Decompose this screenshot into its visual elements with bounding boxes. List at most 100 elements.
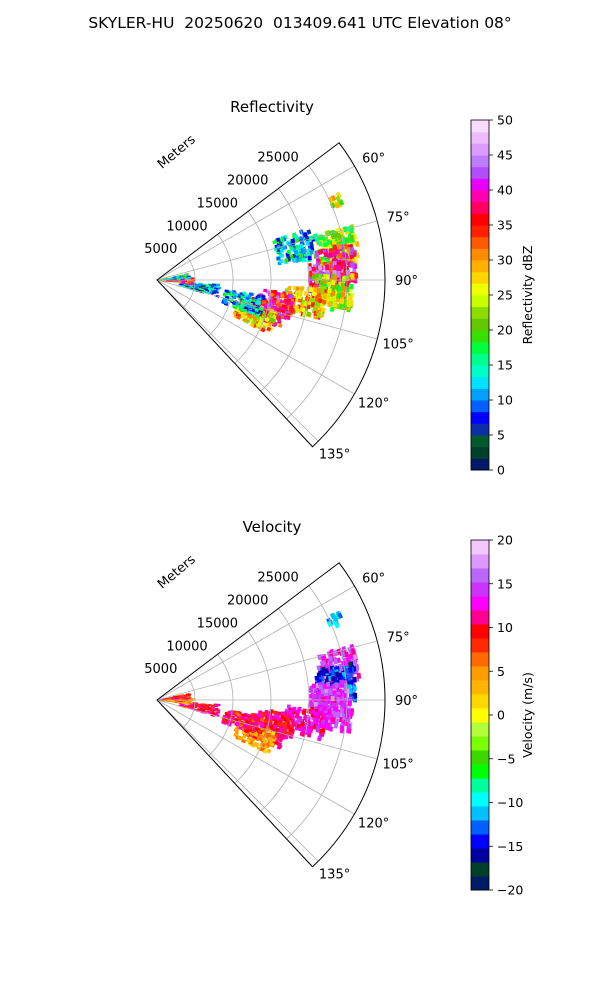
echo-cell: [330, 717, 336, 723]
echo-cell: [287, 285, 292, 291]
echo-cell: [293, 249, 299, 255]
echo-cell: [253, 717, 259, 721]
echo-cell: [180, 696, 185, 699]
echo-cell: [184, 702, 189, 705]
echo-cell: [324, 663, 330, 670]
panel-title: Reflectivity: [230, 98, 314, 116]
echo-cell: [322, 712, 327, 718]
echo-cell: [261, 300, 267, 305]
range-tick-label: 5000: [144, 662, 177, 677]
echo-cell: [302, 301, 308, 307]
radar-panel-velocity: 60° 75° 90° 105° 120° 135° 5000 10000 15000 20000…: [144, 518, 535, 898]
azimuth-tick-label: 90°: [395, 694, 418, 709]
echo-cell: [180, 694, 185, 696]
echo-cell: [216, 283, 221, 287]
echo-cell: [203, 706, 208, 709]
echo-cell: [300, 721, 305, 727]
echo-cell: [277, 323, 283, 328]
echo-cell: [249, 322, 255, 328]
echo-cell: [199, 706, 204, 709]
echo-cell: [225, 295, 230, 299]
colorbar-segment: [471, 446, 489, 459]
echo-cell: [196, 703, 201, 707]
echo-cell: [257, 713, 262, 718]
colorbar-tick-label: −10: [497, 795, 523, 810]
colorbar-tick-label: −20: [497, 883, 523, 898]
echo-cell: [214, 704, 219, 708]
echo-cell: [255, 316, 261, 321]
echo-cell: [269, 725, 274, 730]
colorbar-tick-label: 40: [497, 183, 513, 198]
colorbar-tick-label: 20: [497, 323, 513, 338]
echo-cell: [354, 272, 359, 279]
colorbar-tick-label: 0: [497, 463, 505, 478]
colorbar-tick-label: 5: [497, 428, 505, 443]
range-tick-label: 25000: [257, 571, 298, 586]
echo-cell: [324, 668, 329, 674]
echo-cell: [339, 679, 344, 686]
echo-cell: [211, 704, 216, 708]
echo-cell: [318, 265, 323, 271]
echo-cell: [263, 322, 269, 327]
echo-cell: [167, 697, 172, 699]
echo-cell: [184, 704, 189, 707]
panel-title: Velocity: [243, 518, 302, 536]
echo-cell: [216, 708, 221, 712]
echo-cell: [232, 305, 238, 310]
colorbar-segment: [471, 131, 489, 144]
echo-cell: [160, 698, 164, 700]
echo-cell: [167, 698, 172, 700]
echo-cell: [327, 288, 332, 294]
echo-cell: [306, 732, 312, 738]
echo-cell: [349, 246, 355, 253]
echo-cell: [347, 700, 352, 706]
echo-cell: [256, 294, 261, 299]
echo-cell: [317, 241, 323, 247]
colorbar-tick-label: 45: [497, 148, 513, 163]
echo-cell: [343, 683, 349, 690]
echo-cell: [212, 283, 216, 286]
echo-cell: [280, 711, 285, 716]
echo-field: [156, 191, 360, 333]
echo-cell: [221, 721, 226, 725]
echo-cell: [313, 701, 318, 707]
echo-cell: [306, 311, 312, 317]
echo-cell: [298, 253, 303, 258]
sector-frame: [156, 142, 386, 448]
echo-cell: [179, 280, 184, 282]
echo-cell: [258, 710, 263, 714]
echo-cell: [331, 291, 336, 297]
colorbar-segment: [471, 120, 489, 133]
echo-cell: [309, 702, 314, 707]
echo-cell: [314, 252, 319, 258]
azimuth-spoke: [156, 640, 378, 701]
azimuth-tick-label: 75°: [387, 630, 410, 645]
echo-cell: [326, 681, 331, 687]
echo-cell: [328, 252, 334, 258]
range-ring: [234, 631, 272, 784]
echo-cell: [207, 703, 212, 707]
colorbar-segment: [471, 848, 489, 863]
echo-cell: [335, 195, 342, 203]
echo-cell: [344, 237, 350, 244]
colorbar-segment: [471, 862, 489, 877]
echo-cell: [352, 685, 357, 692]
azimuth-spoke: [156, 279, 378, 340]
echo-cell: [288, 727, 293, 733]
echo-cell: [283, 721, 288, 727]
azimuth-tick-label: 105°: [382, 758, 413, 773]
echo-cell: [162, 280, 167, 282]
echo-cell: [262, 749, 268, 754]
colorbar: −20 −15 −10 −5 0 5 10 15 20 Velocity (m/s): [470, 533, 535, 898]
azimuth-spoke: [156, 699, 319, 862]
azimuth-spoke: [156, 585, 355, 701]
echo-cell: [208, 708, 213, 712]
colorbar-tick-label: −15: [497, 839, 523, 854]
azimuth-tick-label: 60°: [362, 571, 385, 586]
colorbar-segment: [471, 722, 489, 737]
echo-cell: [247, 310, 253, 315]
echo-cell: [252, 728, 257, 733]
colorbar-segment: [471, 652, 489, 667]
azimuth-spoke: [156, 279, 355, 395]
